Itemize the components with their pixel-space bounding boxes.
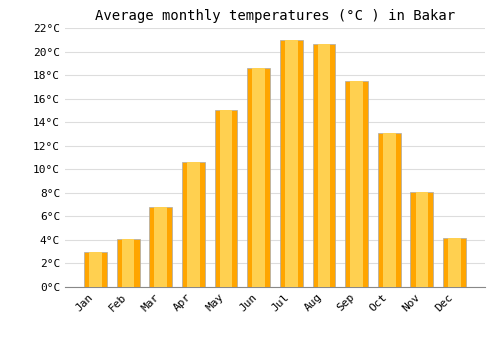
Bar [448, 238, 461, 287]
Bar [285, 40, 298, 287]
Bar [345, 81, 368, 287]
Bar [220, 110, 232, 287]
Bar [318, 44, 330, 287]
Bar [252, 68, 265, 287]
Bar [378, 133, 400, 287]
Bar [312, 44, 336, 287]
Bar [150, 207, 172, 287]
Bar [187, 162, 200, 287]
Bar [89, 252, 102, 287]
Bar [350, 81, 363, 287]
Bar [248, 68, 270, 287]
Bar [116, 239, 140, 287]
Bar [280, 40, 302, 287]
Bar [383, 133, 396, 287]
Bar [410, 192, 434, 287]
Bar [443, 238, 466, 287]
Bar [154, 207, 167, 287]
Bar [214, 110, 238, 287]
Bar [182, 162, 205, 287]
Bar [122, 239, 134, 287]
Title: Average monthly temperatures (°C ) in Bakar: Average monthly temperatures (°C ) in Ba… [95, 9, 455, 23]
Bar [416, 192, 428, 287]
Bar [84, 252, 107, 287]
